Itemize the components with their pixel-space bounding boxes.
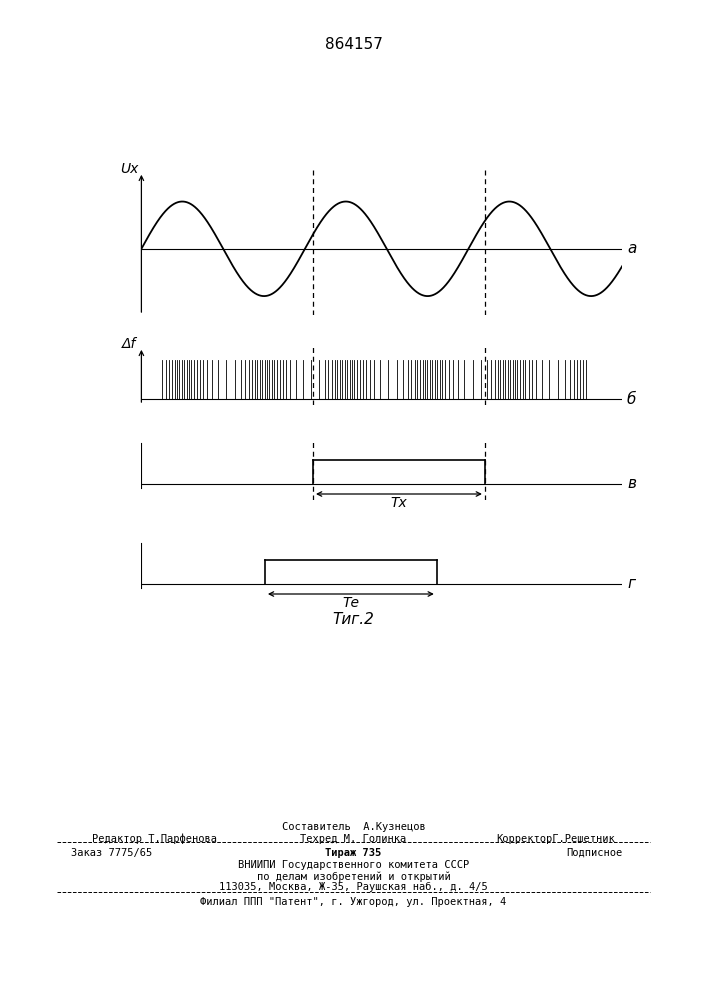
Text: ВНИИПИ Государственного комитета СССР: ВНИИПИ Государственного комитета СССР: [238, 860, 469, 870]
Text: Техред М. Голинка: Техред М. Голинка: [300, 834, 407, 844]
Text: 864157: 864157: [325, 37, 382, 52]
Text: Δf: Δf: [122, 337, 136, 351]
Text: Редактор Т.Парфенова: Редактор Т.Парфенова: [92, 834, 217, 844]
Text: Заказ 7775/65: Заказ 7775/65: [71, 848, 152, 858]
Text: Составитель  А.Кузнецов: Составитель А.Кузнецов: [281, 822, 426, 832]
Text: б: б: [627, 392, 636, 407]
Text: по делам изобретений и открытий: по делам изобретений и открытий: [257, 871, 450, 882]
Text: Tх: Tх: [390, 496, 407, 510]
Text: в: в: [627, 476, 636, 491]
Text: а: а: [627, 241, 636, 256]
Text: 113035, Москва, Ж-35, Раушская наб., д. 4/5: 113035, Москва, Ж-35, Раушская наб., д. …: [219, 882, 488, 892]
Text: г: г: [627, 576, 635, 591]
Text: Тираж 735: Тираж 735: [325, 848, 382, 858]
Text: КорректорГ.Решетник: КорректорГ.Решетник: [496, 834, 615, 844]
Text: Uх: Uх: [120, 162, 139, 176]
Text: Τиг.2: Τиг.2: [332, 612, 375, 627]
Text: Подписное: Подписное: [566, 848, 622, 858]
Text: Филиал ППП "Патент", г. Ужгород, ул. Проектная, 4: Филиал ППП "Патент", г. Ужгород, ул. Про…: [200, 897, 507, 907]
Text: Tе: Tе: [342, 596, 359, 610]
